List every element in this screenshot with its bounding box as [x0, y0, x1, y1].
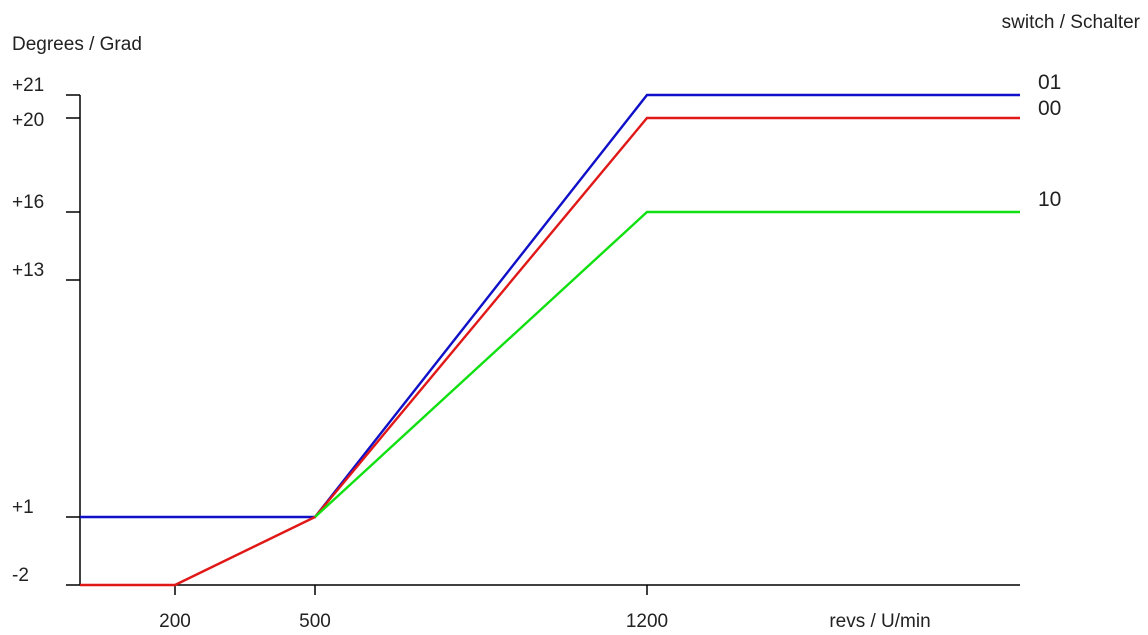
ticks: -2 +1 +13 +16 +20 +21 200 500 1200 — [12, 75, 668, 632]
series-line-00 — [80, 116, 1020, 587]
series-lines — [80, 93, 1020, 587]
series-line-10 — [314, 210, 1020, 518]
x-tick-label: 1200 — [626, 611, 668, 632]
series-line-01 — [80, 93, 1020, 519]
series-label-00: 00 — [1038, 97, 1061, 120]
x-tick-label: 200 — [159, 611, 191, 632]
series-label-10: 10 — [1038, 188, 1061, 211]
x-axis-label: revs / U/min — [829, 611, 930, 632]
x-tick-label: 500 — [299, 611, 331, 632]
y-tick-label: +20 — [12, 110, 44, 131]
axes — [79, 95, 1020, 586]
y-tick-label: +1 — [12, 497, 34, 518]
series-label-01: 01 — [1038, 71, 1061, 94]
labels: 01 00 10 Degrees / Grad switch / Schalter rev… — [12, 12, 1141, 632]
y-tick-label: -2 — [12, 565, 29, 586]
y-tick-label: +16 — [12, 192, 44, 213]
y-tick-label: +13 — [12, 260, 44, 281]
y-tick-label: +21 — [12, 75, 44, 96]
legend-title: switch / Schalter — [1002, 12, 1141, 33]
y-axis-label: Degrees / Grad — [12, 34, 142, 55]
